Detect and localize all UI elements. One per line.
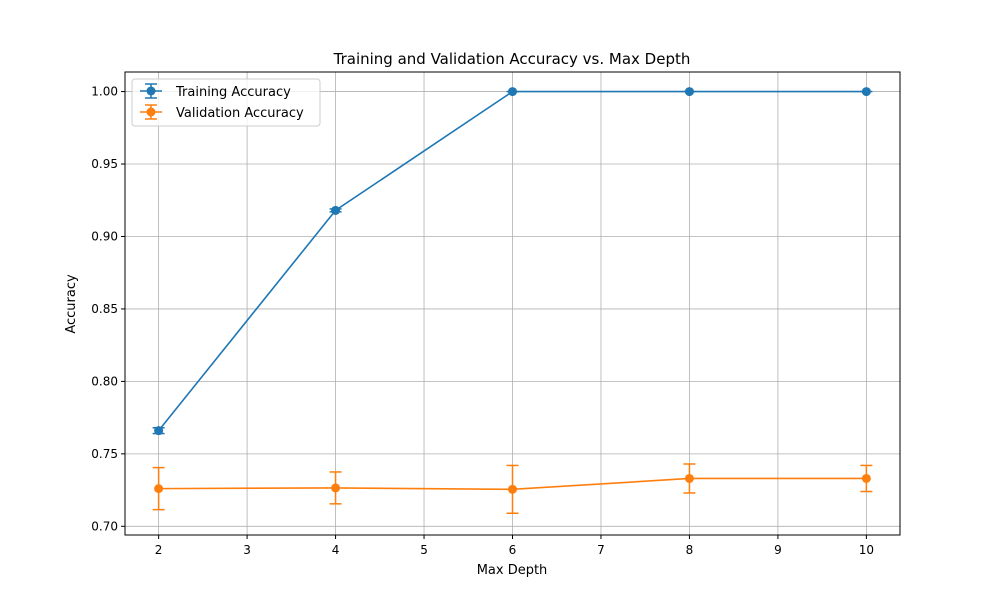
data-point: [861, 87, 871, 97]
y-tick-label: 0.95: [91, 157, 118, 171]
data-point: [684, 87, 694, 97]
y-tick-label: 1.00: [91, 85, 118, 99]
x-tick-label: 7: [597, 543, 605, 557]
x-axis-label: Max Depth: [477, 563, 548, 578]
plot-series: [152, 87, 873, 515]
data-point: [508, 484, 517, 494]
legend-label: Training Accuracy: [175, 85, 291, 100]
x-tick-label: 3: [243, 543, 251, 557]
data-point: [154, 426, 164, 436]
legend: Training Accuracy Validation Accuracy: [131, 78, 321, 127]
x-tick-label: 2: [155, 543, 163, 557]
legend-entry-1: Validation Accuracy: [140, 104, 304, 121]
x-tick-label: 5: [420, 543, 428, 557]
y-tick-label: 0.85: [91, 302, 118, 316]
axis-ticks: 2 3 4 5 6 7 8 9 10 0.70 0.75 0.80 0.85 0.90 0.95 1.00: [91, 85, 874, 557]
y-axis-label: Accuracy: [64, 274, 79, 334]
x-tick-label: 8: [686, 543, 694, 557]
data-point: [331, 205, 341, 215]
legend-box: [131, 78, 321, 127]
legend-entry-0: Training Accuracy: [140, 83, 291, 100]
x-tick-label: 4: [332, 543, 340, 557]
data-point: [861, 473, 871, 483]
y-tick-label: 0.90: [91, 229, 118, 243]
data-point: [331, 483, 341, 493]
x-tick-label: 6: [509, 543, 517, 557]
legend-label: Validation Accuracy: [176, 106, 304, 121]
y-tick-label: 0.80: [91, 374, 118, 388]
legend-marker: [146, 86, 156, 96]
legend-marker: [146, 107, 156, 117]
y-tick-label: 0.75: [91, 447, 118, 461]
y-tick-label: 0.70: [91, 519, 118, 533]
x-tick-label: 9: [774, 543, 782, 557]
series-0: [152, 87, 873, 436]
grid: [125, 72, 900, 535]
data-point: [508, 87, 517, 97]
data-point: [684, 473, 694, 483]
series-1: [152, 463, 873, 515]
chart-title: Training and Validation Accuracy vs. Max…: [333, 50, 691, 68]
x-tick-label: 10: [859, 543, 874, 557]
data-point: [154, 484, 164, 494]
